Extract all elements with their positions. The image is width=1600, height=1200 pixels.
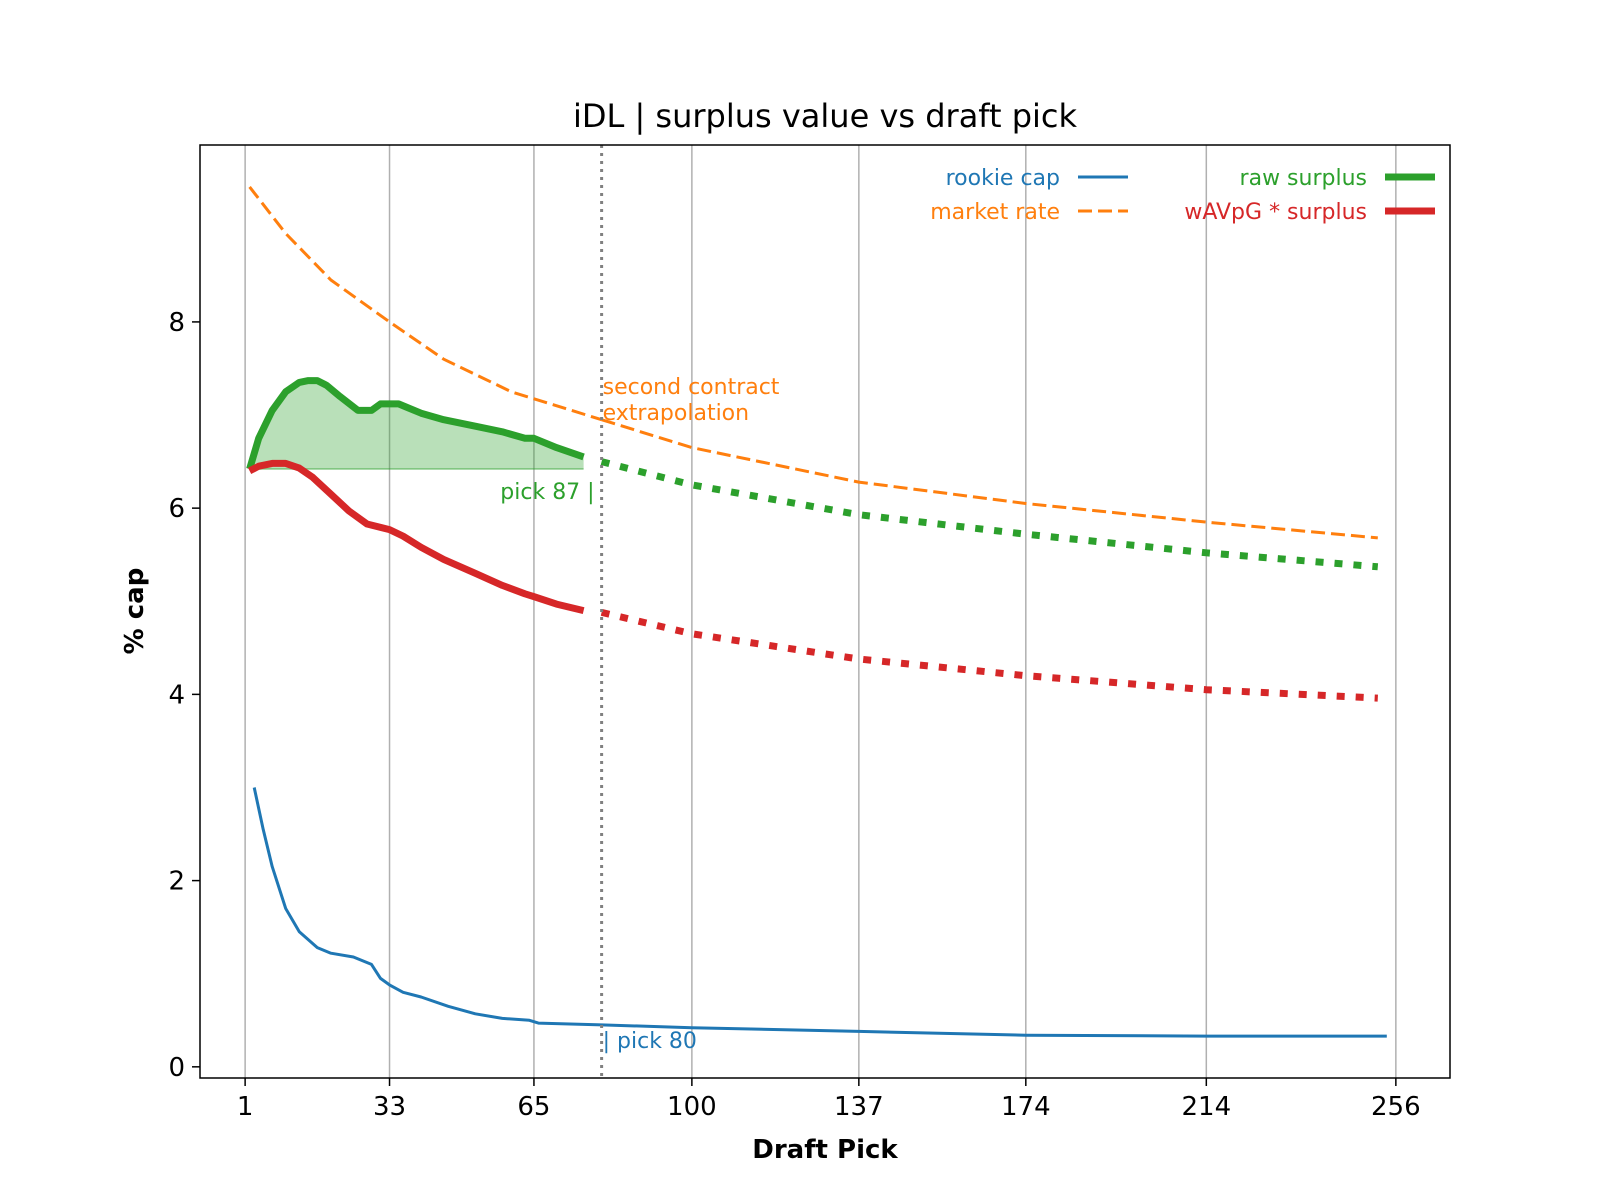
- raw-surplus-line: [246, 377, 585, 470]
- raw-surplus-area: [249, 380, 584, 469]
- annotation-pick-87: pick 87 |: [500, 480, 594, 505]
- y-tick-label: 0: [168, 1053, 185, 1083]
- y-tick-label: 2: [168, 867, 185, 897]
- x-tick-label: 33: [373, 1092, 406, 1122]
- chart-title: iDL | surplus value vs draft pick: [573, 97, 1078, 135]
- legend-label-market-rate: market rate: [930, 200, 1060, 225]
- x-tick-label: 174: [1001, 1092, 1051, 1122]
- wavpg-surplus-extrapolated-line: [600, 608, 1378, 702]
- annotation-line: second contract: [603, 375, 780, 400]
- annotation-line: | pick 80: [603, 1029, 697, 1054]
- axis-ticks: 1 33 65 100 137 174 214 256 0 2 4 6 8: [168, 308, 1420, 1122]
- x-tick-label: 65: [517, 1092, 550, 1122]
- x-tick-label: 100: [667, 1092, 717, 1122]
- series-lines: [246, 185, 1387, 1038]
- grid: [244, 145, 1397, 1078]
- legend: rookie cap market rate raw surplus wAVpG * …: [930, 166, 1435, 225]
- annotation-pick-80: | pick 80: [603, 1029, 697, 1054]
- legend-label-wavpg-surplus: wAVpG * surplus: [1184, 200, 1367, 225]
- annotation-second-contract: second contract extrapolation: [603, 375, 780, 426]
- x-axis-label: Draft Pick: [752, 1135, 898, 1165]
- y-tick-label: 8: [168, 308, 185, 338]
- plot-frame: [199, 144, 1451, 1079]
- x-tick-label: 1: [237, 1092, 254, 1122]
- x-tick-label: 256: [1371, 1092, 1421, 1122]
- x-tick-label: 214: [1181, 1092, 1231, 1122]
- y-tick-label: 6: [168, 494, 185, 524]
- raw-surplus-extrapolated-line: [600, 458, 1379, 571]
- y-axis-label: % cap: [120, 568, 150, 655]
- annotations: second contract extrapolation pick 87 | | p…: [500, 375, 780, 1054]
- rookie-cap-line: [252, 787, 1387, 1038]
- annotation-line: extrapolation: [603, 401, 749, 426]
- wavpg-surplus-line: [247, 459, 585, 615]
- x-tick-label: 137: [834, 1092, 884, 1122]
- legend-label-raw-surplus: raw surplus: [1240, 166, 1367, 191]
- legend-label-rookie-cap: rookie cap: [946, 166, 1060, 191]
- annotation-line: pick 87 |: [500, 480, 594, 505]
- market-rate-extrapolated-line: [601, 418, 1378, 540]
- y-tick-label: 4: [168, 680, 185, 710]
